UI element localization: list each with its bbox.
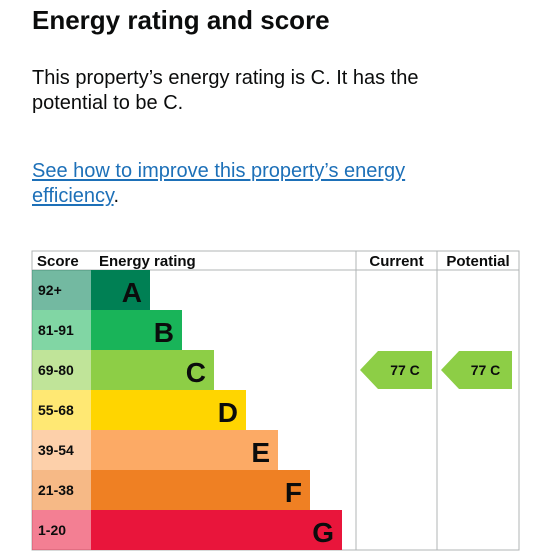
improve-efficiency-link[interactable]: See how to improve this property’s energ… bbox=[32, 160, 406, 207]
score-range-f: 21-38 bbox=[38, 482, 74, 498]
current-rating-arrow bbox=[360, 351, 432, 389]
score-cell-a bbox=[32, 270, 91, 310]
rating-column-header: Energy rating bbox=[99, 253, 196, 270]
band-bar-d bbox=[91, 390, 246, 430]
score-cell-d bbox=[32, 390, 91, 430]
score-cell-e bbox=[32, 430, 91, 470]
band-letter-e: E bbox=[251, 437, 270, 468]
score-range-e: 39-54 bbox=[38, 442, 74, 458]
potential-rating-arrow bbox=[441, 351, 512, 389]
band-bar-b bbox=[91, 310, 182, 350]
band-bar-e bbox=[91, 430, 278, 470]
potential-column-header: Potential bbox=[446, 253, 509, 270]
score-range-c: 69-80 bbox=[38, 362, 74, 378]
current-rating-label: 77 C bbox=[390, 362, 420, 378]
band-letter-c: C bbox=[186, 357, 206, 388]
score-range-b: 81-91 bbox=[38, 322, 74, 338]
band-bar-g bbox=[91, 510, 342, 550]
score-column-header: Score bbox=[37, 253, 79, 270]
band-bar-c bbox=[91, 350, 214, 390]
band-letter-f: F bbox=[285, 477, 302, 508]
band-bar-a bbox=[91, 270, 150, 310]
potential-rating-label: 77 C bbox=[471, 362, 501, 378]
rating-summary: This property’s energy rating is C. It h… bbox=[32, 67, 419, 114]
link-trailing-period: . bbox=[113, 185, 120, 207]
score-range-g: 1-20 bbox=[38, 522, 66, 538]
band-bar-f bbox=[91, 470, 310, 510]
page-title: Energy rating and score bbox=[32, 5, 330, 35]
score-range-a: 92+ bbox=[38, 282, 62, 298]
score-cell-f bbox=[32, 470, 91, 510]
band-letter-a: A bbox=[122, 277, 142, 308]
current-column-header: Current bbox=[369, 253, 423, 270]
score-cell-b bbox=[32, 310, 91, 350]
band-letter-b: B bbox=[154, 317, 174, 348]
score-cell-g bbox=[32, 510, 91, 550]
improve-link-paragraph: See how to improve this property’s energ… bbox=[32, 159, 492, 209]
score-cell-c bbox=[32, 350, 91, 390]
band-letter-g: G bbox=[312, 517, 334, 548]
band-letter-d: D bbox=[218, 397, 238, 428]
score-range-d: 55-68 bbox=[38, 402, 74, 418]
